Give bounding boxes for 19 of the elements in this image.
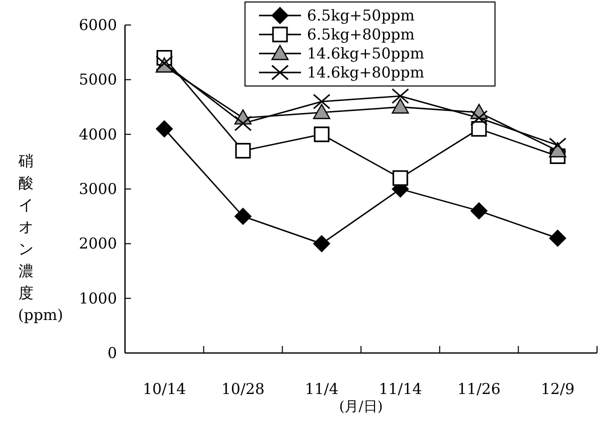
legend-label: 14.6kg+80ppm bbox=[307, 64, 424, 82]
legend-label: 6.5kg+50ppm bbox=[307, 6, 415, 24]
legend-label: 14.6kg+50ppm bbox=[307, 44, 424, 62]
y-axis-title: 硝酸イオン濃度(ppm) bbox=[18, 151, 64, 326]
y-tick-label: 5000 bbox=[78, 70, 117, 89]
y-tick-label: 2000 bbox=[78, 234, 117, 253]
x-tick-label: 11/26 bbox=[457, 380, 501, 398]
y-tick-label: 1000 bbox=[78, 289, 117, 308]
legend-label: 6.5kg+80ppm bbox=[307, 26, 415, 44]
x-axis-title: (月/日) bbox=[339, 399, 383, 415]
y-tick-label: 4000 bbox=[78, 125, 117, 144]
x-tick-label: 11/4 bbox=[304, 380, 339, 398]
y-tick-label: 0 bbox=[107, 344, 117, 362]
x-tick-label: 12/9 bbox=[540, 380, 575, 398]
y-tick-label: 3000 bbox=[78, 180, 117, 198]
y-tick-label: 6000 bbox=[78, 16, 117, 34]
x-tick-label: 10/14 bbox=[142, 380, 186, 398]
x-tick-label: 11/14 bbox=[378, 380, 422, 398]
x-tick-label: 10/28 bbox=[221, 380, 265, 398]
